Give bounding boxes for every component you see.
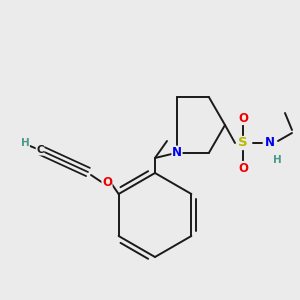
Text: H: H <box>273 155 281 165</box>
Text: C: C <box>36 145 44 155</box>
Text: N: N <box>172 146 182 159</box>
Text: S: S <box>238 136 248 149</box>
Text: O: O <box>238 112 248 124</box>
Text: O: O <box>102 176 112 190</box>
Text: N: N <box>265 136 275 149</box>
Text: O: O <box>238 161 248 175</box>
Text: H: H <box>21 138 29 148</box>
